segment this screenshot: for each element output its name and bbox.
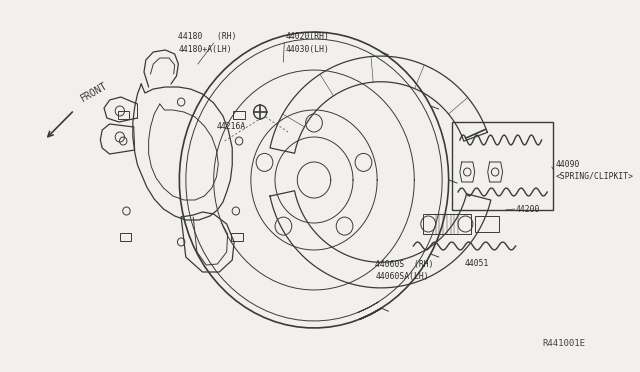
Text: 44030(LH): 44030(LH) [285, 45, 329, 54]
Text: 44090: 44090 [556, 160, 580, 169]
Text: 44200: 44200 [516, 205, 540, 214]
Text: 44180+A(LH): 44180+A(LH) [179, 45, 232, 54]
Bar [422, 214, 471, 234]
Text: 44180   (RH): 44180 (RH) [179, 32, 237, 41]
Text: 44060S  (RH): 44060S (RH) [375, 260, 434, 269]
Text: FRONT: FRONT [79, 81, 109, 104]
Text: R441001E: R441001E [542, 340, 585, 349]
Bar [452, 122, 553, 210]
Text: 44216A: 44216A [216, 122, 246, 131]
Bar [475, 216, 499, 232]
Text: 44020(RH): 44020(RH) [285, 32, 329, 41]
Text: 44060SA(LH): 44060SA(LH) [375, 273, 429, 282]
Text: <SPRING/CLIPKIT>: <SPRING/CLIPKIT> [556, 171, 634, 180]
Text: 44051: 44051 [465, 260, 489, 269]
